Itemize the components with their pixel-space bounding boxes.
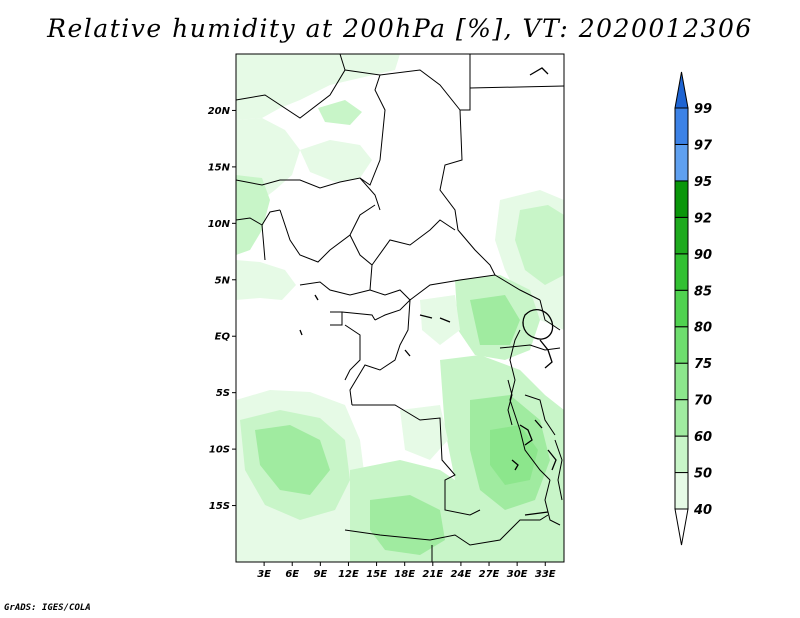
colorbar-label: 92 <box>694 211 712 226</box>
humidity-shading <box>236 54 564 562</box>
colorbar-bin <box>674 472 689 510</box>
longitude-axis: 3E 6E 9E 12E 15E 18E 21E 24E 27E 30E 33E <box>257 562 556 580</box>
colorbar-bin <box>674 399 689 437</box>
colorbar-bin <box>674 180 689 218</box>
lat-tick-label: 15N <box>208 162 231 173</box>
colorbar-bin <box>674 143 689 182</box>
colorbar-label: 99 <box>694 102 712 117</box>
colorbar-bin <box>674 253 689 291</box>
colorbar-label: 70 <box>694 394 712 409</box>
colorbar: 40 50 60 70 75 80 85 90 92 95 97 99 <box>674 71 713 546</box>
colorbar-bin <box>674 289 689 328</box>
latitude-axis: 20N 15N 10N 5N EQ 5S 10S 15S <box>208 106 236 512</box>
colorbar-label: 90 <box>694 248 712 263</box>
colorbar-bin <box>674 508 689 546</box>
lat-tick-label: 10S <box>209 445 230 456</box>
colorbar-label: 60 <box>694 430 712 445</box>
colorbar-bin <box>674 216 689 255</box>
lon-tick-label: 30E <box>507 569 528 580</box>
colorbar-label: 50 <box>694 467 712 482</box>
colorbar-bin <box>674 326 689 364</box>
lat-tick-label: 5S <box>216 388 230 399</box>
lat-tick-label: 15S <box>209 501 230 512</box>
lon-tick-label: 33E <box>535 569 556 580</box>
colorbar-label: 95 <box>694 175 712 190</box>
colorbar-bin <box>674 71 689 109</box>
lat-tick-label: 20N <box>208 106 231 117</box>
country-borders <box>235 53 565 562</box>
colorbar-label: 97 <box>694 138 713 153</box>
lon-tick-label: 12E <box>338 569 359 580</box>
lat-tick-label: 10N <box>208 219 231 230</box>
lakes <box>299 67 557 516</box>
colorbar-bin <box>674 362 689 401</box>
colorbar-bin <box>674 107 689 145</box>
colorbar-label: 80 <box>694 321 712 336</box>
lat-tick-label: EQ <box>215 332 231 343</box>
lon-tick-label: 3E <box>257 569 271 580</box>
colorbar-label: 75 <box>694 357 712 372</box>
lon-tick-label: 27E <box>479 569 500 580</box>
lon-tick-label: 6E <box>285 569 299 580</box>
lon-tick-label: 21E <box>422 569 443 580</box>
map-title: Relative humidity at 200hPa [%], VT: 202… <box>47 14 753 43</box>
colorbar-label: 85 <box>694 284 712 299</box>
lon-tick-label: 18E <box>394 569 415 580</box>
map-frame <box>235 53 565 563</box>
lon-tick-label: 24E <box>451 569 472 580</box>
lon-tick-label: 9E <box>313 569 327 580</box>
credit-label: GrADS: IGES/COLA <box>4 603 91 613</box>
map-panel: 20N 15N 10N 5N EQ 5S 10S 15S 3E 6E 9E 12E 15E 18E 21E… <box>208 53 565 580</box>
colorbar-bin <box>674 435 689 474</box>
lat-tick-label: 5N <box>215 275 231 286</box>
colorbar-label: 40 <box>693 503 712 518</box>
lon-tick-label: 15E <box>366 569 387 580</box>
